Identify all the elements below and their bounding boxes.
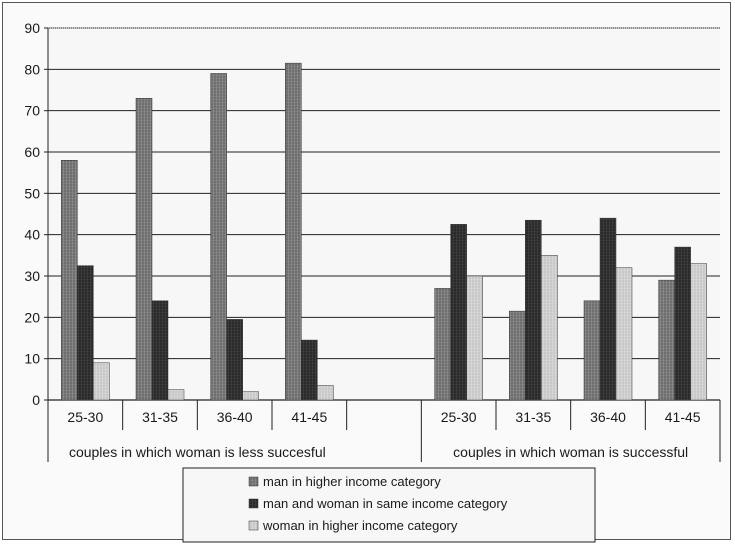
- bar: [242, 391, 259, 401]
- bar: [285, 62, 302, 401]
- x-category-label: 41-45: [291, 409, 327, 425]
- bar: [541, 255, 558, 401]
- bar: [525, 219, 542, 401]
- y-tick-label: 20: [24, 309, 40, 325]
- bar: [466, 275, 483, 401]
- bar: [135, 98, 153, 401]
- legend-swatch: [248, 476, 259, 487]
- bar: [434, 288, 451, 401]
- x-category-label: 41-45: [665, 409, 701, 425]
- bar: [599, 217, 617, 401]
- y-tick-label: 0: [32, 392, 40, 408]
- x-category-label: 31-35: [515, 409, 551, 425]
- legend-swatch: [248, 498, 259, 509]
- legend-label: woman in higher income category: [262, 518, 458, 533]
- bar: [301, 339, 318, 401]
- x-category-label: 36-40: [217, 409, 253, 425]
- bar: [151, 300, 169, 401]
- bar: [226, 319, 243, 401]
- y-tick-label: 60: [24, 144, 40, 160]
- y-tick-label: 30: [24, 268, 40, 284]
- bar: [690, 263, 707, 401]
- bar: [93, 362, 110, 401]
- bar: [509, 310, 526, 401]
- bar: [674, 246, 691, 401]
- legend-label: man in higher income category: [263, 474, 441, 489]
- bar: [167, 389, 185, 401]
- bar: [61, 160, 78, 401]
- y-tick-label: 10: [24, 351, 40, 367]
- bar: [658, 279, 675, 401]
- y-tick-label: 90: [24, 20, 40, 36]
- x-category-label: 31-35: [142, 409, 178, 425]
- y-tick-label: 50: [24, 185, 40, 201]
- x-category-label: 25-30: [441, 409, 477, 425]
- bar: [615, 267, 633, 401]
- y-tick-label: 40: [24, 227, 40, 243]
- legend-swatch: [248, 520, 259, 531]
- y-tick-label: 70: [24, 103, 40, 119]
- bar: [317, 385, 334, 401]
- x-category-label: 25-30: [67, 409, 103, 425]
- group-label: couples in which woman is less succesful: [69, 444, 326, 460]
- bar: [77, 265, 94, 401]
- bar: [210, 73, 227, 401]
- bar: [583, 300, 601, 401]
- legend-label: man and woman in same income category: [263, 496, 508, 511]
- x-category-label: 36-40: [590, 409, 626, 425]
- group-label: couples in which woman is successful: [453, 444, 688, 460]
- y-tick-label: 80: [24, 61, 40, 77]
- bar: [450, 224, 467, 401]
